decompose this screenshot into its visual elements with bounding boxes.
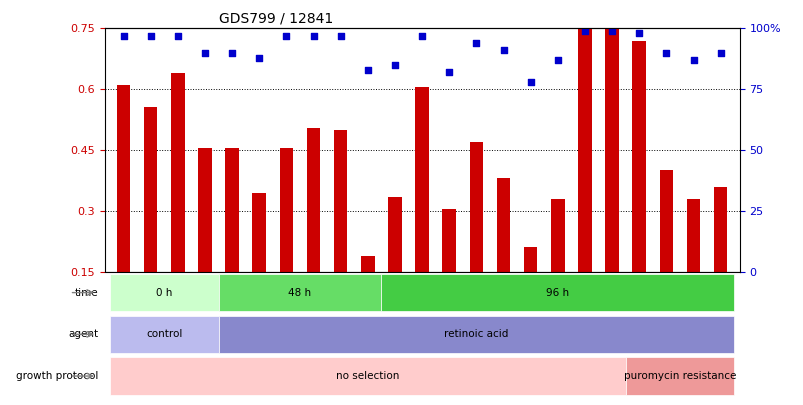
Point: [144, 32, 157, 39]
Bar: [361, 256, 374, 333]
Bar: [415, 87, 428, 333]
Point: [117, 32, 130, 39]
Point: [551, 57, 564, 63]
Text: 48 h: 48 h: [288, 288, 311, 298]
Point: [226, 49, 238, 56]
Point: [687, 57, 699, 63]
Bar: [496, 179, 510, 333]
Point: [388, 62, 401, 68]
Bar: [469, 142, 483, 333]
Point: [415, 32, 428, 39]
Text: 0 h: 0 h: [156, 288, 172, 298]
FancyBboxPatch shape: [110, 274, 218, 311]
Text: GDS799 / 12841: GDS799 / 12841: [218, 12, 332, 26]
Bar: [116, 85, 130, 333]
FancyBboxPatch shape: [110, 315, 218, 353]
Bar: [632, 40, 646, 333]
Bar: [198, 148, 211, 333]
Bar: [442, 209, 455, 333]
Bar: [225, 148, 238, 333]
Bar: [524, 247, 536, 333]
Point: [198, 49, 211, 56]
Point: [171, 32, 184, 39]
Point: [442, 69, 455, 75]
FancyBboxPatch shape: [381, 274, 733, 311]
Bar: [333, 130, 347, 333]
Point: [713, 49, 726, 56]
FancyBboxPatch shape: [218, 274, 381, 311]
Point: [524, 79, 536, 85]
Bar: [307, 128, 320, 333]
Bar: [252, 193, 266, 333]
Point: [307, 32, 320, 39]
Bar: [686, 199, 699, 333]
Bar: [658, 171, 672, 333]
Point: [659, 49, 672, 56]
Point: [605, 28, 618, 34]
FancyBboxPatch shape: [110, 357, 625, 395]
Point: [279, 32, 292, 39]
Text: control: control: [146, 329, 182, 339]
Bar: [388, 197, 402, 333]
Point: [361, 66, 373, 73]
Text: 96 h: 96 h: [545, 288, 569, 298]
Point: [632, 30, 645, 36]
FancyBboxPatch shape: [218, 315, 733, 353]
Point: [252, 54, 265, 61]
Text: time: time: [75, 288, 98, 298]
Bar: [713, 187, 727, 333]
Text: no selection: no selection: [336, 371, 399, 381]
Text: retinoic acid: retinoic acid: [443, 329, 508, 339]
Bar: [605, 24, 618, 333]
Point: [470, 40, 483, 46]
Text: growth protocol: growth protocol: [16, 371, 98, 381]
Text: agent: agent: [68, 329, 98, 339]
Text: puromycin resistance: puromycin resistance: [623, 371, 736, 381]
FancyBboxPatch shape: [625, 357, 733, 395]
Bar: [171, 73, 185, 333]
Point: [334, 32, 347, 39]
Bar: [577, 24, 591, 333]
Bar: [279, 148, 293, 333]
Bar: [144, 107, 157, 333]
Point: [496, 47, 509, 53]
Bar: [550, 199, 564, 333]
Point: [578, 28, 591, 34]
